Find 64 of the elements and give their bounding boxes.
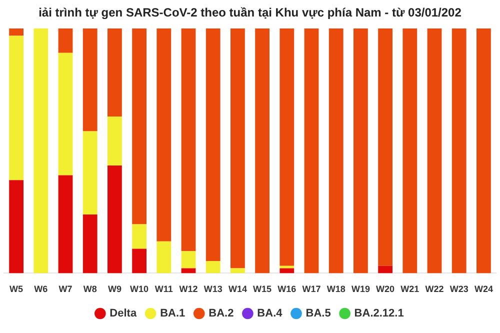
- x-tick-label: W7: [58, 284, 72, 294]
- bar: [82, 214, 98, 274]
- x-tick-label: W9: [108, 284, 122, 294]
- bar: [402, 28, 418, 274]
- x-tick-label: W16: [278, 284, 296, 294]
- bar: [255, 28, 270, 274]
- bar: [181, 28, 196, 252]
- bar: [230, 28, 245, 268]
- x-tick-label: W5: [10, 284, 24, 294]
- bar: [181, 251, 196, 268]
- x-tick-label: W21: [400, 284, 420, 294]
- x-tick-label: W6: [34, 284, 48, 294]
- x-tick-label: W13: [204, 284, 222, 294]
- bar: [9, 36, 24, 180]
- bar: [280, 28, 294, 266]
- bar: [206, 260, 220, 274]
- legend-label: BA.4: [257, 308, 284, 320]
- bar: [206, 28, 220, 261]
- chart-title: iải trình tự gen SARS-CoV-2 theo tuần tại Khu vực phía Nam - từ 03/01/202: [38, 6, 462, 20]
- legend-label: Delta: [110, 308, 138, 320]
- bar: [132, 28, 146, 224]
- x-tick-label: W12: [179, 284, 198, 294]
- x-tick-label: W15: [253, 284, 272, 294]
- bar: [82, 131, 98, 214]
- legend-label: BA.2.12.1: [354, 308, 404, 320]
- bar: [108, 165, 122, 274]
- bar: [354, 28, 368, 274]
- bar: [34, 28, 48, 274]
- bar: [82, 28, 98, 132]
- x-tick-label: W17: [302, 284, 321, 294]
- bar: [132, 224, 146, 249]
- bar: [427, 28, 442, 274]
- x-tick-label: W19: [351, 284, 370, 294]
- legend-label: BA.1: [160, 308, 186, 320]
- bar: [58, 175, 73, 274]
- x-tick-label: W10: [130, 284, 149, 294]
- x-tick-label: W14: [228, 284, 247, 294]
- bar: [378, 28, 392, 266]
- bar: [58, 28, 73, 53]
- bar: [328, 28, 344, 274]
- bar: [9, 28, 24, 36]
- bar: [452, 28, 466, 274]
- legend-label: BA.5: [306, 308, 331, 320]
- bar: [230, 268, 245, 274]
- bar: [9, 180, 24, 274]
- bar: [280, 266, 294, 268]
- x-tick-label: W11: [154, 284, 173, 294]
- x-tick-label: W24: [474, 284, 493, 294]
- bar: [156, 241, 172, 274]
- bar: [108, 28, 122, 117]
- bar: [132, 248, 146, 274]
- bar: [304, 28, 319, 274]
- x-tick-label: W22: [425, 284, 444, 294]
- x-tick-label: W18: [326, 284, 346, 294]
- bar: [58, 52, 73, 176]
- bar: [156, 28, 172, 242]
- x-tick-label: W8: [83, 284, 97, 294]
- bar: [378, 266, 392, 274]
- legend-label: BA.2: [208, 308, 234, 320]
- bar: [476, 28, 491, 274]
- x-tick-label: W20: [376, 284, 395, 294]
- bar: [108, 116, 122, 166]
- bar: [280, 268, 294, 274]
- x-tick-label: W23: [450, 284, 468, 294]
